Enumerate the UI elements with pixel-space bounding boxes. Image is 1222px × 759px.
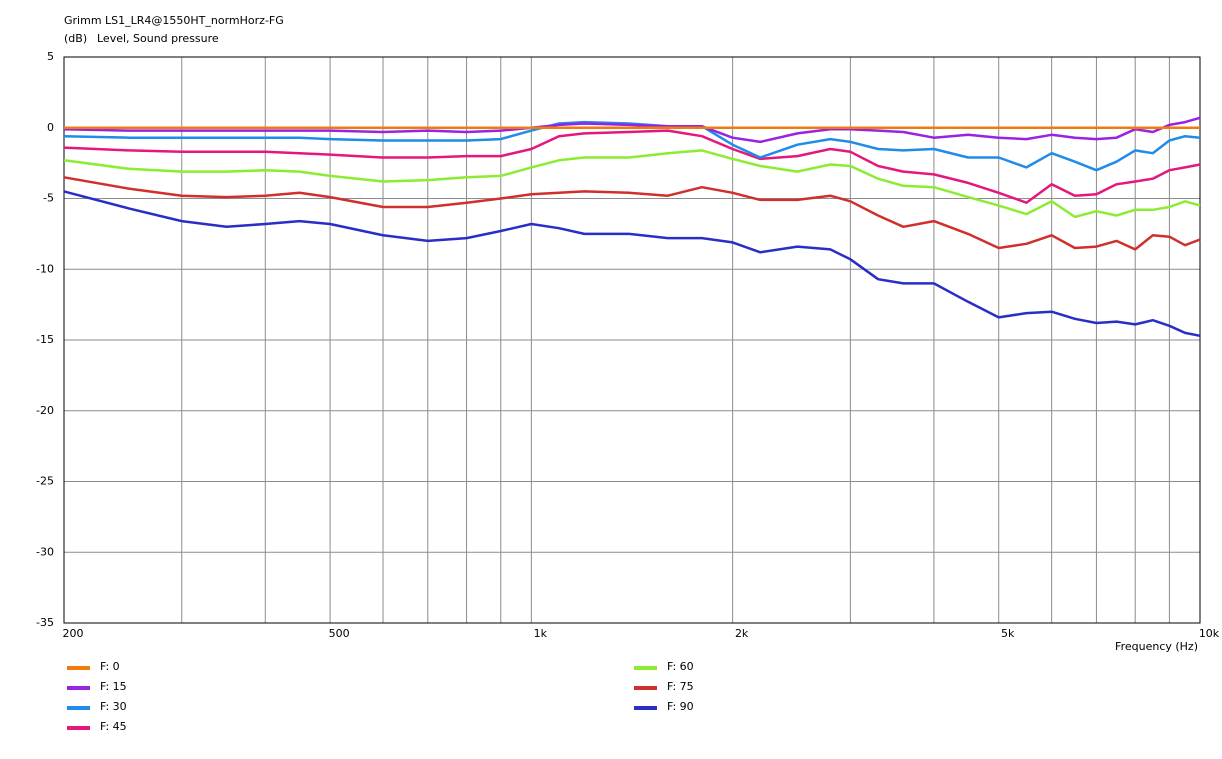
x-tick-label: 1k [534, 627, 548, 640]
y-tick-label: 5 [47, 50, 54, 63]
legend-swatch [634, 666, 657, 670]
y-tick-label: -25 [36, 475, 54, 488]
x-tick-label: 2k [735, 627, 749, 640]
x-tick-label: 200 [63, 627, 84, 640]
series-line [63, 176, 1201, 251]
x-tick-label: 10k [1199, 627, 1220, 640]
legend-swatch [67, 706, 90, 710]
x-axis-label: Frequency (Hz) [1115, 640, 1198, 653]
x-tick-label: 5k [1001, 627, 1015, 640]
legend-label: F: 75 [667, 680, 694, 693]
legend-swatch [67, 686, 90, 690]
y-unit: (dB) [64, 32, 87, 45]
legend-swatch [67, 666, 90, 670]
chart-title: Grimm LS1_LR4@1550HT_normHorz-FG [64, 14, 284, 27]
legend-label: F: 60 [667, 660, 694, 673]
legend-label: F: 15 [100, 680, 127, 693]
series-line [63, 129, 1201, 204]
y-tick-label: -5 [43, 192, 54, 205]
series-line [63, 116, 1201, 144]
y-tick-label: -20 [36, 404, 54, 417]
legend-swatch [67, 726, 90, 730]
legend-swatch [634, 686, 657, 690]
series-line [63, 190, 1201, 338]
y-tick-label: 0 [47, 121, 54, 134]
legend-label: F: 30 [100, 700, 127, 713]
y-axis-label: Level, Sound pressure [97, 32, 219, 45]
legend-label: F: 45 [100, 720, 127, 733]
legend-swatch [634, 706, 657, 710]
y-tick-label: -30 [36, 545, 54, 558]
plot-frame [63, 56, 1201, 624]
y-tick-label: -15 [36, 333, 54, 346]
legend-label: F: 0 [100, 660, 120, 673]
x-tick-label: 500 [329, 627, 350, 640]
series-line [63, 149, 1201, 219]
y-tick-label: -10 [36, 262, 54, 275]
legend-label: F: 90 [667, 700, 694, 713]
y-tick-label: -35 [36, 616, 54, 629]
series-line [63, 120, 1201, 172]
